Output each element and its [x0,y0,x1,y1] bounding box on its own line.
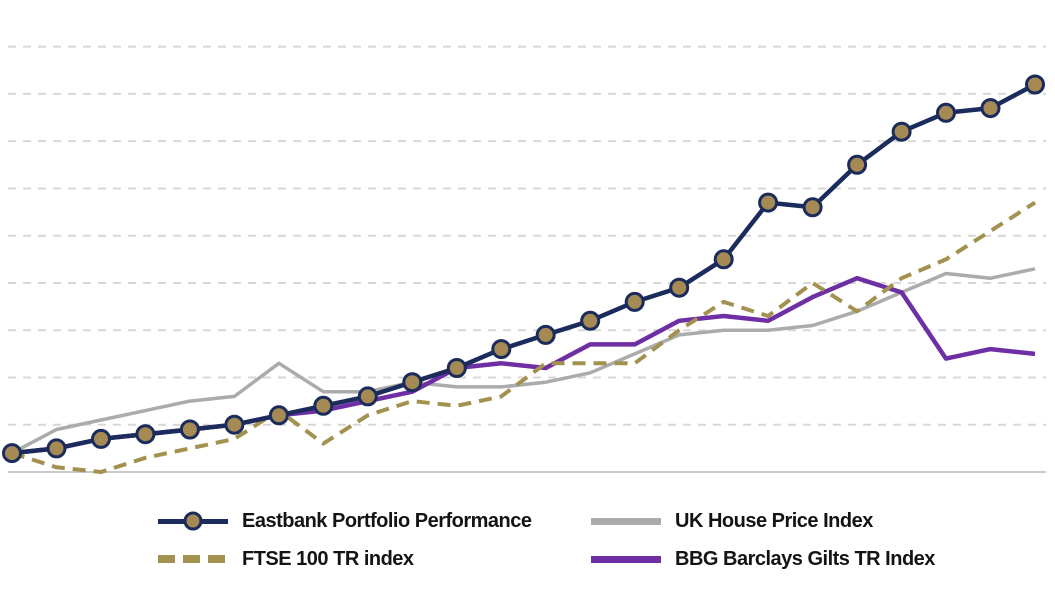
legend-item-bbg-barclays-gilts: BBG Barclays Gilts TR Index [591,547,1055,571]
legend-item-ftse-100: FTSE 100 TR index [158,547,591,571]
legend-label-uk-house-price: UK House Price Index [675,509,873,532]
bbg-gilts-line-swatch [591,547,661,571]
eastbank-line-marker-swatch [158,509,228,533]
legend-label-ftse-100: FTSE 100 TR index [242,547,414,570]
uk-house-price-line-swatch [591,509,661,533]
chart-legend: Eastbank Portfolio Performance FTSE 100 … [158,502,1055,578]
legend-label-bbg-barclays-gilts: BBG Barclays Gilts TR Index [675,547,935,570]
legend-label-eastbank-portfolio: Eastbank Portfolio Performance [242,509,532,532]
performance-chart [2,45,1046,474]
series-lines [11,82,1037,474]
ftse-dashed-line-swatch [158,547,228,571]
legend-item-uk-house-price: UK House Price Index [591,509,1055,533]
legend-item-eastbank-portfolio: Eastbank Portfolio Performance [158,509,591,533]
chart-area [2,45,1046,474]
series-markers [2,74,1045,464]
gridlines [8,45,1046,426]
